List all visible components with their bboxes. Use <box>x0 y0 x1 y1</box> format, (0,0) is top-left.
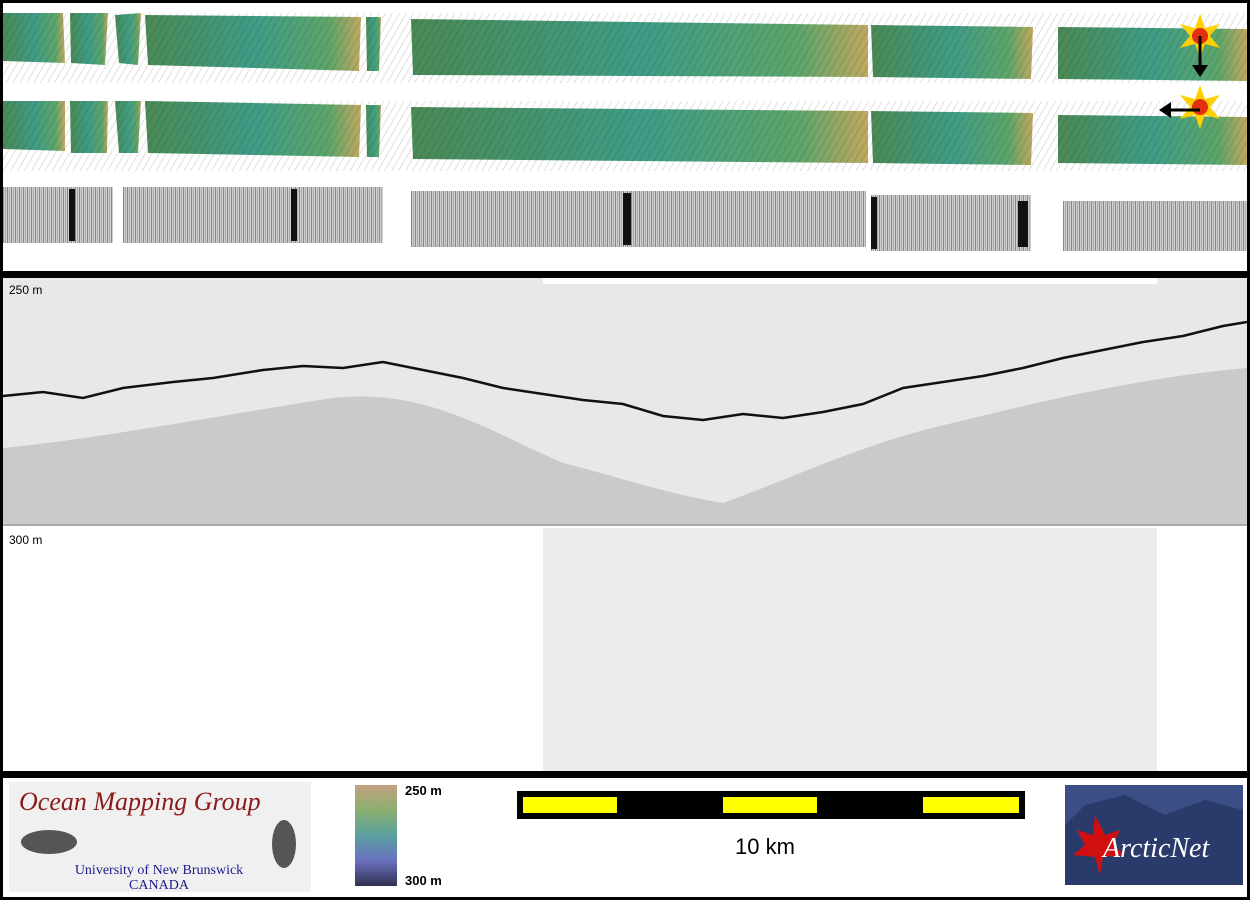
logo-university: University of New Brunswick <box>75 863 243 878</box>
swath-strips <box>3 13 1247 251</box>
logo-country: CANADA <box>129 878 190 892</box>
arrow-down-icon <box>1192 36 1208 77</box>
depth-colorbar <box>355 785 397 886</box>
arrow-left-icon <box>1159 102 1200 118</box>
scale-label: 10 km <box>735 834 795 859</box>
swath-strips-panel <box>3 3 1247 271</box>
ocean-mapping-group-logo: Ocean Mapping Group University of New Br… <box>9 782 311 892</box>
depth-label-300: 300 m <box>9 533 43 547</box>
arcticnet-text: ArcticNet <box>1101 833 1210 864</box>
depth-label-250: 250 m <box>9 283 43 297</box>
logo-title: Ocean Mapping Group <box>19 787 261 816</box>
seismic-profile-panel: 250 m 300 m <box>3 278 1247 771</box>
colorbar-bottom-label: 300 m <box>405 873 442 888</box>
scale-bar <box>517 791 1025 819</box>
bathymetry-strip-2 <box>3 101 1247 171</box>
seismic-profile <box>3 278 1247 771</box>
colorbar-top-label: 250 m <box>405 783 442 798</box>
arcticnet-logo: ArcticNet <box>1065 785 1243 885</box>
legend-panel: Ocean Mapping Group University of New Br… <box>3 778 1247 897</box>
bathymetry-strip-1 <box>3 13 1247 83</box>
sidescan-strip <box>3 187 1247 251</box>
